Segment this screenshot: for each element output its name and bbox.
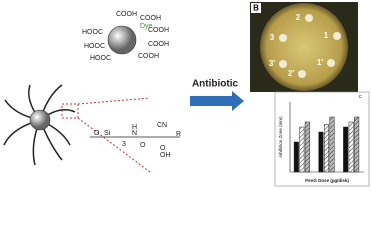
bar [343, 126, 349, 173]
carboxyl-group: HOOC [82, 29, 103, 36]
carboxyl-group: COOH [138, 53, 159, 60]
bar-hatch [329, 117, 335, 172]
carboxyl-group: COOH [148, 41, 169, 48]
disc-label: 2' [288, 69, 294, 78]
zoom-line [77, 117, 151, 173]
dye-label: Dye [140, 23, 153, 30]
linker-atom: Si [104, 130, 111, 137]
linker-atom: O [160, 145, 166, 152]
nanoparticle [29, 109, 51, 131]
petri-dish [260, 3, 348, 91]
disc-label: 3' [269, 59, 275, 68]
disc [333, 32, 341, 40]
bar [293, 141, 299, 173]
y-axis-label: Inhibition Zone (mm) [278, 116, 283, 158]
disc [327, 59, 335, 67]
carboxyl-group: HOOC [90, 55, 111, 62]
disc [298, 70, 306, 78]
linker-atom: N [132, 130, 137, 137]
zoom-box [61, 103, 79, 119]
disc-label: 3 [270, 33, 275, 42]
bar-hatch [324, 124, 329, 172]
linker-atom: O [140, 142, 146, 149]
linker-atom: H [132, 124, 137, 131]
panel-label: B [253, 4, 259, 13]
bar-hatch [354, 117, 359, 172]
disc [305, 14, 313, 22]
carboxyl-group: COOH [140, 15, 161, 22]
bar-hatch [299, 127, 305, 172]
linker-atom: 3 [122, 141, 126, 148]
linker-atom: O [94, 130, 100, 137]
disc [279, 60, 287, 68]
arrow [190, 91, 244, 111]
carboxyl-group: COOH [116, 11, 137, 18]
bar-hatch [305, 122, 310, 172]
disc-label: 1' [317, 58, 323, 67]
linker-atom: R [176, 131, 181, 138]
disc-label: 1 [324, 31, 329, 40]
disc-label: 2 [296, 13, 301, 22]
panel-box [251, 3, 261, 13]
bar [318, 131, 324, 173]
linker-atom: OH [160, 152, 171, 159]
linker-atom: CN [157, 122, 167, 129]
carboxyl-group: COOH [148, 27, 169, 34]
arrow-label: Antibiotic [192, 79, 239, 90]
x-axis-label: PenG Dose (µg/disk) [305, 178, 349, 183]
disc [279, 34, 287, 42]
zoom-line [77, 97, 151, 105]
nanoparticle [107, 25, 137, 55]
bar-hatch [348, 122, 354, 172]
carboxyl-group: HOOC [84, 43, 105, 50]
panel-label: C [359, 94, 363, 99]
